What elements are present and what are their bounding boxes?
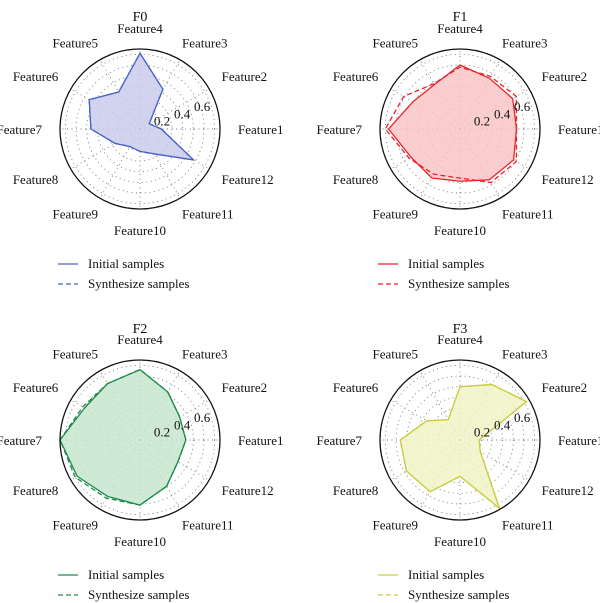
- legend-label: Synthesize samples: [408, 587, 509, 602]
- feature-label: Feature10: [434, 223, 486, 238]
- feature-label: Feature5: [53, 35, 98, 50]
- feature-label: Feature8: [333, 172, 378, 187]
- feature-label: Feature1: [238, 433, 283, 448]
- feature-label: Feature11: [182, 207, 234, 222]
- legend-label: Initial samples: [408, 567, 484, 582]
- series-polygon-synthesize: [399, 383, 528, 510]
- radar-panel-2: F1 0.2 0.4 0.6 Feature1 Feature2 Feature3 Featu…: [317, 10, 600, 291]
- legend-label: Synthesize samples: [408, 276, 509, 291]
- feature-label: Feature8: [13, 483, 58, 498]
- legend-label: Initial samples: [408, 256, 484, 271]
- panel-title: F3: [453, 322, 468, 337]
- feature-label: Feature1: [238, 122, 283, 137]
- feature-label: Feature12: [542, 483, 594, 498]
- feature-label: Feature7: [0, 122, 42, 137]
- feature-label: Feature4: [117, 332, 163, 347]
- radial-tick-label: 0.6: [514, 99, 531, 114]
- radial-tick-label: 0.2: [154, 114, 170, 129]
- panel-title: F2: [133, 322, 148, 337]
- radial-tick-label: 0.4: [174, 106, 191, 121]
- feature-label: Feature6: [13, 69, 59, 84]
- feature-label: Feature5: [373, 346, 418, 361]
- feature-label: Feature7: [0, 433, 42, 448]
- feature-label: Feature12: [222, 172, 274, 187]
- legend-label: Initial samples: [88, 567, 164, 582]
- feature-label: Feature10: [114, 534, 166, 549]
- feature-label: Feature9: [373, 518, 418, 533]
- feature-label: Feature5: [373, 35, 418, 50]
- legend-label: Initial samples: [88, 256, 164, 271]
- feature-label: Feature4: [437, 21, 483, 36]
- feature-label: Feature4: [437, 332, 483, 347]
- radar-panel-1: F0 0.2 0.4 0.6 Feature1 Feature2 Feature3 Featu…: [0, 10, 283, 291]
- legend-label: Synthesize samples: [88, 587, 189, 602]
- feature-label: Feature3: [502, 35, 547, 50]
- radial-tick-label: 0.6: [194, 410, 211, 425]
- radar-panel-4: F3 0.2 0.4 0.6 Feature1 Feature2 Feature3 Featu…: [317, 322, 600, 602]
- feature-label: Feature3: [182, 35, 227, 50]
- feature-label: Feature2: [222, 69, 267, 84]
- feature-label: Feature4: [117, 21, 163, 36]
- legend-label: Synthesize samples: [88, 276, 189, 291]
- radial-tick-label: 0.2: [474, 425, 490, 440]
- feature-label: Feature7: [317, 433, 363, 448]
- grid-ring-4: [416, 396, 504, 484]
- feature-label: Feature6: [13, 380, 59, 395]
- feature-label: Feature12: [222, 483, 274, 498]
- feature-label: Feature2: [542, 69, 587, 84]
- feature-label: Feature8: [13, 172, 58, 187]
- feature-label: Feature9: [53, 207, 98, 222]
- outer-circle: [59, 359, 221, 521]
- feature-label: Feature11: [502, 207, 554, 222]
- radial-tick-label: 0.4: [494, 106, 511, 121]
- feature-label: Feature12: [542, 172, 594, 187]
- feature-label: Feature1: [558, 433, 600, 448]
- feature-label: Feature2: [542, 380, 587, 395]
- radial-tick-label: 0.2: [474, 114, 490, 129]
- feature-label: Feature9: [373, 207, 418, 222]
- series-polygon-synthesize: [88, 52, 195, 161]
- feature-label: Feature8: [333, 483, 378, 498]
- feature-label: Feature1: [558, 122, 600, 137]
- grid-ring-4: [96, 85, 184, 173]
- grid-ring-5: [86, 75, 194, 183]
- panel-title: F0: [133, 10, 148, 25]
- series-polygon-synthesize: [384, 66, 518, 184]
- outer-circle: [379, 359, 541, 521]
- grid-ring-7: [384, 53, 536, 205]
- feature-label: Feature10: [114, 223, 166, 238]
- feature-label: Feature6: [333, 69, 379, 84]
- feature-label: Feature7: [317, 122, 363, 137]
- feature-label: Feature3: [182, 346, 227, 361]
- outer-circle: [379, 48, 541, 210]
- series-polygon-initial: [387, 64, 518, 182]
- panel-title: F1: [453, 10, 468, 25]
- feature-label: Feature11: [182, 518, 234, 533]
- feature-label: Feature2: [222, 380, 267, 395]
- radial-tick-label: 0.6: [514, 410, 531, 425]
- radial-tick-label: 0.6: [194, 99, 211, 114]
- feature-label: Feature11: [502, 518, 554, 533]
- radial-tick-label: 0.4: [494, 417, 511, 432]
- grid-ring-7: [384, 364, 536, 516]
- feature-label: Feature9: [53, 518, 98, 533]
- feature-label: Feature10: [434, 534, 486, 549]
- outer-circle: [59, 48, 221, 210]
- radial-tick-label: 0.4: [174, 417, 191, 432]
- feature-label: Feature3: [502, 346, 547, 361]
- radial-tick-label: 0.2: [154, 425, 170, 440]
- feature-label: Feature6: [333, 380, 379, 395]
- feature-label: Feature5: [53, 346, 98, 361]
- radar-panel-3: F2 0.2 0.4 0.6 Feature1 Feature2 Feature3 Featu…: [0, 322, 283, 602]
